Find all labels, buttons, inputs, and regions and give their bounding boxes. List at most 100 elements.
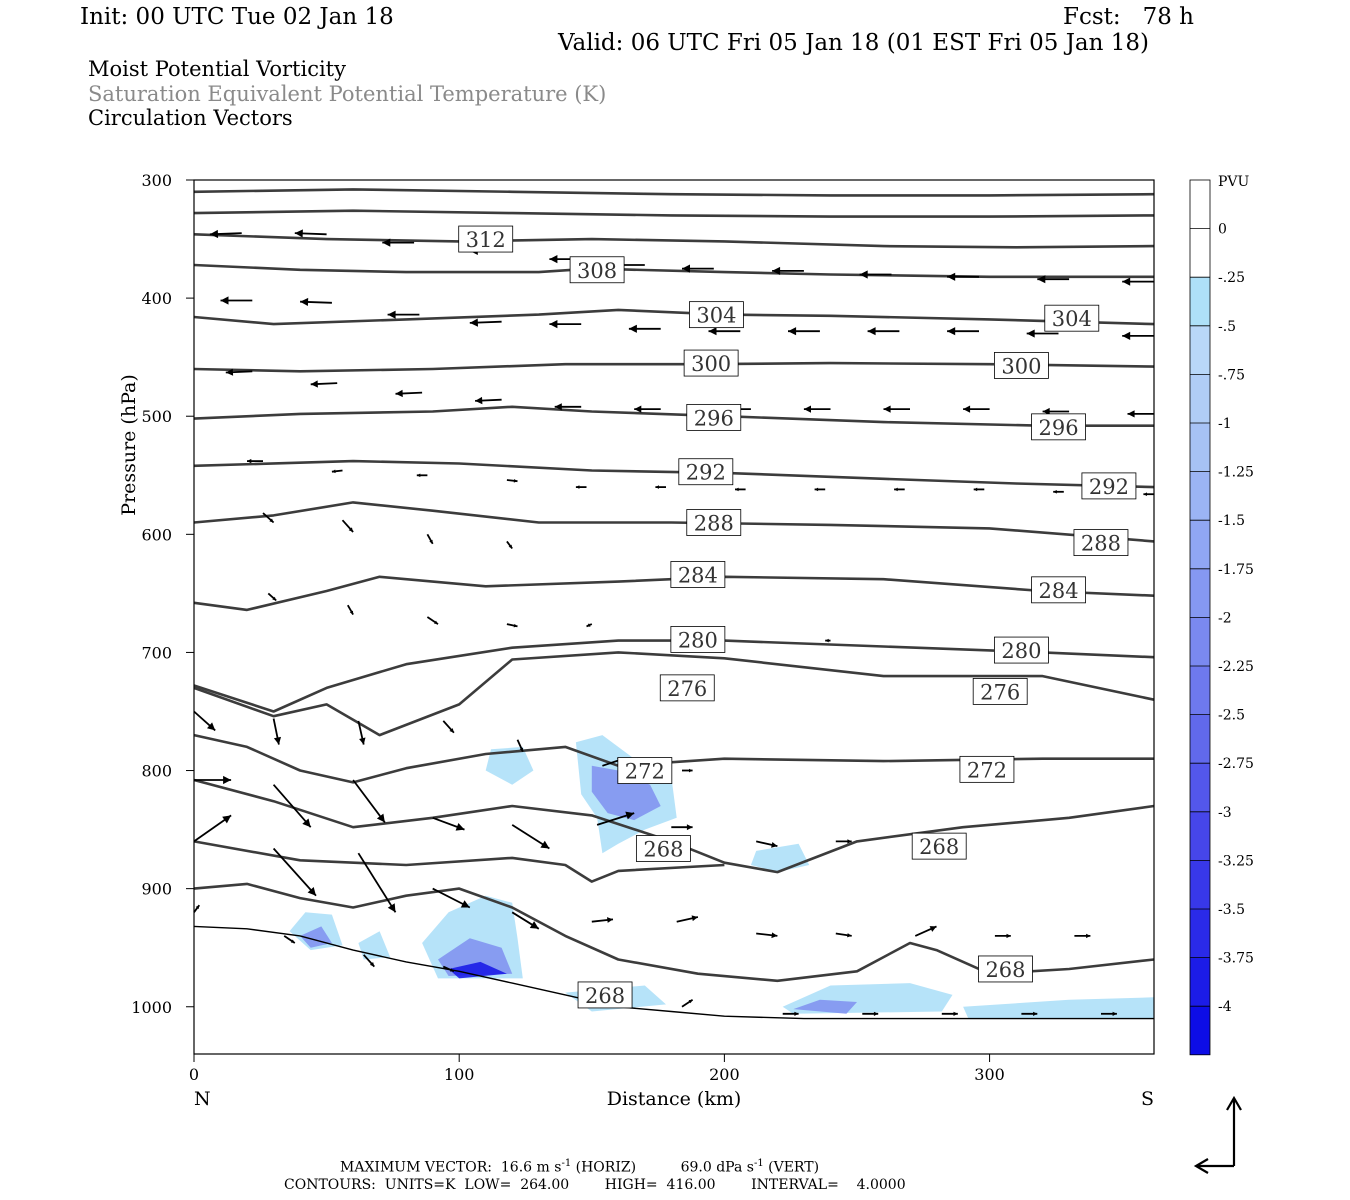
vector-head bbox=[300, 297, 309, 306]
circulation-vector bbox=[352, 779, 386, 824]
vector-head bbox=[929, 926, 937, 932]
contour-label-box bbox=[978, 955, 1033, 983]
vector-head bbox=[519, 747, 523, 752]
circulation-vector bbox=[387, 310, 420, 319]
max-vector-horiz-tag: (HORIZ) bbox=[575, 1159, 637, 1176]
valid-time: Valid: 06 UTC Fri 05 Jan 18 (01 EST Fri … bbox=[558, 30, 1149, 56]
vector-head bbox=[1037, 275, 1046, 284]
contour-label: 312 bbox=[466, 228, 506, 252]
contour-label: 268 bbox=[585, 984, 625, 1008]
contour-label: 284 bbox=[678, 563, 718, 587]
circulation-vector bbox=[300, 297, 332, 306]
circulation-vector bbox=[634, 405, 661, 413]
circulation-vector bbox=[506, 540, 513, 550]
vector-head bbox=[475, 396, 483, 405]
colorbar-label: -1.25 bbox=[1218, 465, 1254, 481]
vector-shaft bbox=[272, 784, 312, 828]
circulation-vector bbox=[225, 368, 253, 376]
circulation-vector bbox=[682, 264, 714, 273]
vector-head bbox=[883, 405, 891, 413]
circulation-vector bbox=[357, 720, 366, 745]
y-tick-label: 900 bbox=[141, 880, 172, 899]
vector-head bbox=[682, 264, 690, 273]
max-vector-line: MAXIMUM VECTOR: 16.6 m s -1 (HORIZ) 69.0 … bbox=[340, 1159, 819, 1175]
vector-head bbox=[867, 327, 876, 336]
vector-head bbox=[689, 768, 693, 773]
vector-head bbox=[460, 900, 470, 908]
max-vector-horiz: 16.6 m s bbox=[500, 1159, 562, 1176]
circulation-vector bbox=[506, 479, 518, 483]
contour-label: 272 bbox=[967, 758, 1007, 782]
max-vector-vert-exp: -1 bbox=[753, 1158, 764, 1169]
vector-head bbox=[310, 380, 318, 388]
vector-head bbox=[549, 320, 558, 329]
contour-label: 292 bbox=[1089, 475, 1129, 499]
circulation-vector bbox=[475, 396, 502, 405]
vector-head bbox=[771, 842, 778, 848]
circulation-vector bbox=[756, 840, 778, 848]
colorbar-swatch bbox=[1190, 909, 1210, 958]
colorbar-label: -4 bbox=[1218, 999, 1232, 1015]
max-vector-label: MAXIMUM VECTOR: bbox=[340, 1159, 492, 1176]
circulation-vector bbox=[825, 638, 831, 643]
circulation-vector bbox=[516, 739, 524, 752]
circulation-vector bbox=[894, 487, 905, 492]
contour-label: 296 bbox=[1038, 416, 1078, 440]
vector-head bbox=[847, 839, 852, 844]
circulation-vector bbox=[1021, 1011, 1038, 1016]
contour-line bbox=[193, 308, 1155, 326]
vector-head bbox=[294, 229, 303, 238]
vector-head bbox=[947, 272, 956, 281]
contour-label-box bbox=[670, 626, 726, 653]
circulation-vector bbox=[681, 998, 694, 1008]
vector-head bbox=[376, 813, 385, 823]
contour-label: 268 bbox=[985, 958, 1025, 982]
circulation-vector bbox=[628, 324, 661, 333]
contour-line bbox=[193, 639, 1155, 713]
circulation-vector bbox=[1122, 331, 1154, 340]
contour-label-box bbox=[686, 509, 742, 536]
colorbar-swatch bbox=[1190, 763, 1210, 812]
max-vector-vert: 69.0 dPa s bbox=[680, 1159, 754, 1176]
vector-head bbox=[586, 623, 591, 627]
x-end-north: N bbox=[194, 1088, 211, 1110]
contour-line bbox=[193, 733, 1154, 784]
circulation-vector bbox=[363, 954, 375, 968]
contour-label-box bbox=[659, 674, 715, 702]
circulation-vector bbox=[272, 847, 317, 897]
vector-head bbox=[814, 487, 819, 492]
circulation-vector bbox=[382, 238, 415, 247]
circulation-vector bbox=[310, 380, 338, 388]
vector-head bbox=[331, 469, 336, 474]
y-axis-label: Pressure (hPa) bbox=[118, 374, 140, 516]
thetae-contours bbox=[193, 188, 1155, 983]
vector-head bbox=[1127, 410, 1135, 418]
contour-label-box bbox=[994, 636, 1049, 664]
contour-label: 284 bbox=[1038, 579, 1078, 603]
circulation-vector bbox=[511, 824, 550, 850]
circulation-vector bbox=[947, 272, 979, 281]
mpv-region bbox=[793, 999, 857, 1014]
colorbar-label: -1 bbox=[1218, 416, 1232, 432]
contour-line bbox=[193, 361, 1155, 373]
circulation-vector bbox=[554, 403, 582, 411]
field-thetae-title: Saturation Equivalent Potential Temperat… bbox=[88, 82, 607, 106]
contour-line bbox=[193, 840, 725, 883]
contour-label: 296 bbox=[694, 406, 734, 430]
circulation-vector bbox=[1127, 410, 1154, 418]
axes: 300 400 500 600 700 800 900 1000 0 100 200 300 bbox=[131, 171, 1005, 1084]
circulation-vector bbox=[1101, 1011, 1117, 1016]
vector-head bbox=[686, 824, 693, 831]
circulation-vector bbox=[395, 389, 423, 398]
contour-line bbox=[193, 575, 1155, 612]
forecast-hour: Fcst: 78 h bbox=[1063, 4, 1194, 30]
circulation-vector bbox=[341, 519, 354, 533]
contour-label-box bbox=[959, 755, 1015, 783]
vector-head bbox=[873, 1011, 879, 1016]
vector-head bbox=[655, 485, 659, 489]
colorbar-title: PVU bbox=[1218, 174, 1250, 190]
contour-label-box bbox=[994, 352, 1049, 379]
circulation-vector bbox=[586, 623, 593, 628]
colorbar-swatch bbox=[1190, 1006, 1210, 1055]
